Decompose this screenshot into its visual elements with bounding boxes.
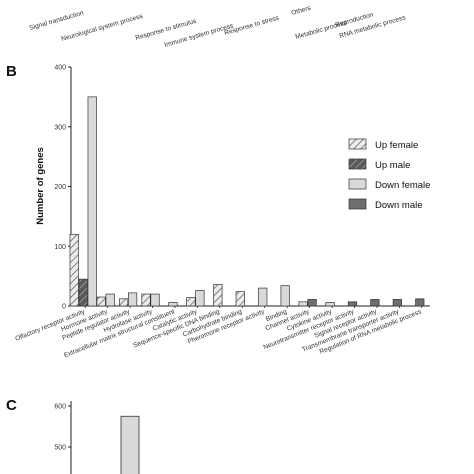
bar-down-female xyxy=(258,287,268,307)
legend-swatch xyxy=(348,138,367,150)
panel-a-category-label: Signal transduction xyxy=(29,10,85,32)
legend-swatch xyxy=(348,158,367,170)
bar-down-female xyxy=(195,290,205,307)
bar-down-female xyxy=(325,302,335,307)
legend-swatch xyxy=(348,178,367,190)
bar-up-female xyxy=(213,284,223,307)
y-tick-label: 200 xyxy=(54,184,66,191)
legend-label: Down male xyxy=(375,200,423,211)
y-tick-label: 100 xyxy=(54,244,66,251)
bar-down-male xyxy=(415,298,425,307)
panel-c-letter: C xyxy=(6,397,17,414)
bar-down-female xyxy=(87,96,97,307)
legend-label: Up male xyxy=(375,160,410,171)
bar-down-male xyxy=(307,299,317,307)
bar-down-female xyxy=(105,293,115,307)
y-tick-label: 400 xyxy=(54,65,66,72)
panel-c-bar-chart: 500 600 xyxy=(54,401,140,474)
bar-down-female xyxy=(280,285,290,307)
bar-down-female xyxy=(127,292,138,307)
panel-a-category-label: Others xyxy=(291,5,313,17)
bar-up-female xyxy=(118,298,129,307)
bar-up-female xyxy=(186,297,196,307)
bar-up-female xyxy=(96,296,106,307)
bar-down-male xyxy=(370,299,380,307)
y-tick-label: 600 xyxy=(54,404,66,411)
bar-down-female xyxy=(120,415,140,474)
y-tick-label: 300 xyxy=(54,124,66,131)
bar-down-female xyxy=(298,301,308,307)
y-tick-label: 0 xyxy=(62,304,66,311)
bar-down-female xyxy=(168,302,178,307)
y-tick-label: 500 xyxy=(54,445,66,452)
legend-label: Up female xyxy=(375,140,418,151)
bar-down-female xyxy=(150,293,160,307)
panel-b-y-axis-label: Number of genes xyxy=(35,147,46,225)
bar-down-male xyxy=(347,301,358,307)
bar-down-male xyxy=(392,299,402,307)
panel-b-letter: B xyxy=(6,63,17,80)
legend-swatch xyxy=(348,198,367,210)
bar-up-female xyxy=(235,291,245,307)
bar-up-female xyxy=(69,233,79,307)
bar-up-male xyxy=(78,278,88,307)
panel-b-legend: Up female Up male Down female Down male xyxy=(348,138,430,211)
bar-up-female xyxy=(141,293,151,307)
legend-label: Down female xyxy=(375,180,430,191)
